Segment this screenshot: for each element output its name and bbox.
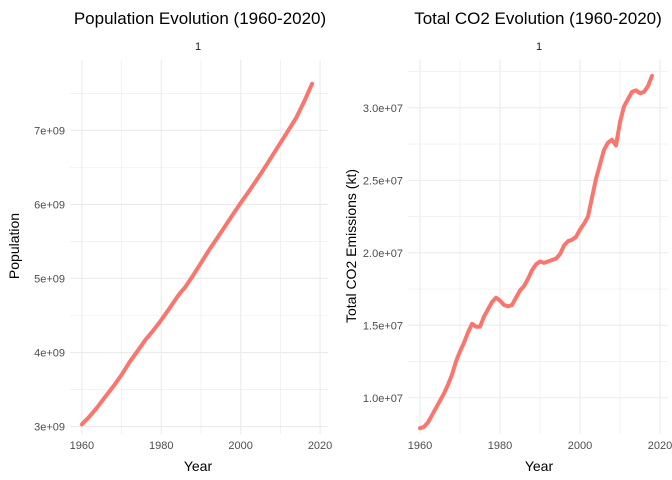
co2-y-tick-label: 3.0e+07	[363, 103, 403, 115]
population-x-tick-labels: 1960 1980 2000 2020	[70, 440, 333, 452]
population-x-tick-label: 1980	[149, 440, 173, 452]
co2-y-tick-label: 1.0e+07	[363, 393, 403, 405]
co2-series-line	[418, 73, 654, 431]
population-y-tick-label: 6e+09	[34, 199, 65, 211]
population-x-tick-label: 2000	[228, 440, 252, 452]
co2-panel: Total CO2 Evolution (1960-2020) 1 1.0e+0…	[343, 9, 672, 474]
co2-x-tick-label: 1960	[408, 440, 432, 452]
co2-x-tick-label: 2000	[568, 440, 592, 452]
population-chart-title: Population Evolution (1960-2020)	[74, 9, 326, 28]
population-series-line	[79, 81, 315, 427]
population-y-tick-label: 5e+09	[34, 273, 65, 285]
co2-x-tick-labels: 1960 1980 2000 2020	[408, 440, 672, 452]
population-x-tick-label: 2020	[308, 440, 332, 452]
population-facet-strip-label: 1	[195, 41, 201, 53]
population-y-tick-label: 4e+09	[34, 348, 65, 360]
population-y-tick-labels: 3e+09 4e+09 5e+09 6e+09 7e+09	[34, 125, 65, 433]
population-y-tick-label: 7e+09	[34, 125, 65, 137]
co2-x-axis-title: Year	[525, 458, 554, 474]
co2-y-tick-labels: 1.0e+07 1.5e+07 2.0e+07 2.5e+07 3.0e+07	[363, 103, 403, 405]
co2-y-axis-title: Total CO2 Emissions (kt)	[343, 169, 359, 323]
co2-x-tick-label: 1980	[488, 440, 512, 452]
population-y-tick-label: 3e+09	[34, 422, 65, 434]
co2-y-tick-label: 2.5e+07	[363, 175, 403, 187]
co2-x-tick-label: 2020	[648, 440, 672, 452]
population-gridlines	[70, 60, 328, 434]
co2-y-tick-label: 1.5e+07	[363, 320, 403, 332]
population-x-axis-title: Year	[184, 458, 213, 474]
population-y-axis-title: Population	[6, 213, 22, 279]
co2-y-tick-label: 2.0e+07	[363, 248, 403, 260]
co2-facet-strip-label: 1	[536, 41, 542, 53]
co2-chart-title: Total CO2 Evolution (1960-2020)	[414, 9, 662, 28]
population-x-tick-label: 1960	[70, 440, 94, 452]
